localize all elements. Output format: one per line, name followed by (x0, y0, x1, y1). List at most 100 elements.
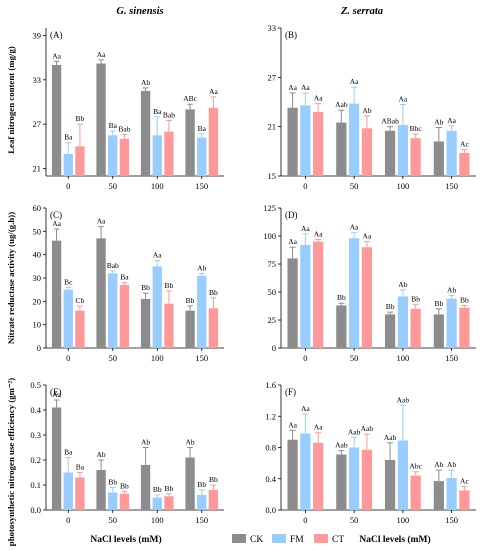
significance-label: Ba (64, 133, 73, 142)
significance-label: Aa (314, 94, 323, 103)
significance-label: Aab (348, 427, 361, 436)
significance-label: Bb (141, 283, 150, 292)
significance-label: Cb (76, 296, 85, 305)
bar-fm (397, 296, 408, 348)
y-tick-label: 1.2 (265, 411, 276, 421)
significance-label: Bb (76, 114, 85, 123)
bar-ck (140, 90, 151, 176)
significance-label: Aab (335, 100, 348, 109)
significance-label: Bb (120, 481, 129, 490)
significance-label: Ba (153, 107, 162, 116)
y-tick-label: 0.0 (30, 505, 41, 515)
bar-ck (433, 141, 444, 176)
significance-label: Ab (141, 438, 150, 447)
significance-label: Bb (108, 478, 117, 487)
significance-label: Aa (288, 420, 297, 429)
bar-fm (349, 238, 360, 348)
x-tick-label: 50 (109, 353, 118, 363)
bar-fm (63, 289, 73, 348)
bar-ct (75, 310, 85, 348)
significance-label: Bb (165, 281, 174, 290)
significance-label: Ba (198, 124, 207, 133)
significance-label: Bab (107, 261, 119, 270)
bar-ct (410, 475, 421, 510)
panel-label: (C) (50, 210, 62, 220)
x-tick-label: 150 (445, 353, 458, 363)
significance-label: Aa (301, 404, 310, 413)
x-tick-label: 0 (66, 515, 70, 525)
legend-label-ck: CK (250, 535, 263, 545)
x-tick-label: 0 (66, 353, 70, 363)
bar-ck (96, 470, 106, 510)
bar-ck (384, 460, 396, 510)
bar-ct (208, 107, 219, 176)
bar-ct (313, 241, 324, 348)
panel-label: (D) (285, 210, 298, 220)
y-tick-label: 1.6 (265, 380, 276, 390)
y-tick-label: 27 (268, 72, 277, 82)
significance-label: Ab (398, 280, 407, 289)
bar-ck (96, 238, 106, 348)
bar-ct (459, 307, 470, 348)
significance-label: Ab (96, 450, 105, 459)
y-label-row2: Nitrate reductase activity (ug/(g.h)) (6, 212, 16, 344)
x-tick-label: 50 (350, 515, 359, 525)
bar-ct (361, 128, 373, 176)
x-tick-label: 150 (195, 181, 208, 191)
significance-label: Ac (460, 140, 469, 149)
y-label-row3: photosynthetic nitrogen use efficiency (… (6, 378, 16, 546)
x-tick-label: 150 (195, 353, 208, 363)
bar-fm (446, 130, 457, 176)
y-tick-label: 20 (33, 296, 42, 306)
significance-label: Ab (434, 460, 443, 469)
bar-ct (208, 490, 219, 510)
significance-label: Aa (52, 219, 61, 228)
bar-fm (152, 266, 162, 348)
y-tick-label: 0 (272, 343, 276, 353)
bar-ct (459, 490, 470, 510)
legend-label-ct: CT (332, 535, 344, 545)
significance-label: Aab (335, 441, 348, 450)
y-tick-label: 0.0 (265, 505, 276, 515)
significance-label: Aa (52, 51, 61, 60)
bar-ck (336, 305, 347, 348)
bar-ck (185, 310, 195, 348)
x-tick-label: 50 (109, 181, 118, 191)
y-tick-label: 0.4 (265, 474, 276, 484)
significance-label: Bb (386, 302, 395, 311)
bar-ct (75, 146, 85, 176)
y-tick-label: 40 (33, 250, 42, 260)
x-tick-label: 100 (151, 353, 164, 363)
legend-swatch-ct (314, 534, 328, 543)
bar-ct (119, 139, 130, 176)
significance-label: Bb (434, 299, 443, 308)
significance-label: Aa (288, 83, 297, 92)
bar-ct (208, 308, 219, 348)
significance-label: Aab (361, 424, 374, 433)
x-tick-label: 100 (397, 181, 410, 191)
y-tick-label: 0.2 (30, 455, 41, 465)
bar-fm (108, 492, 118, 510)
bar-ct (313, 111, 324, 176)
y-tick-label: 27 (33, 119, 42, 129)
x-tick-label: 100 (151, 515, 164, 525)
x-tick-label: 50 (350, 353, 359, 363)
y-tick-label: 25 (268, 315, 277, 325)
bar-ck (51, 65, 62, 176)
bar-fm (63, 153, 73, 176)
x-label-left: NaCl levels (mM) (90, 534, 161, 545)
panel-3: 0 25 50 75 100 125 (D) 0 Aa Aa Aa 50 Bb Aa Aa 100 Bb Ab Bb… (263, 203, 476, 363)
panel-label: (F) (285, 387, 296, 397)
significance-label: Aa (350, 223, 359, 232)
significance-label: Aa (52, 390, 61, 399)
y-tick-label: 33 (268, 23, 277, 33)
bar-ck (51, 407, 62, 510)
bar-fm (349, 103, 360, 176)
bar-ct (119, 285, 130, 348)
bar-ct (313, 442, 324, 510)
significance-label: Bb (337, 293, 346, 302)
bar-ck (96, 63, 106, 176)
